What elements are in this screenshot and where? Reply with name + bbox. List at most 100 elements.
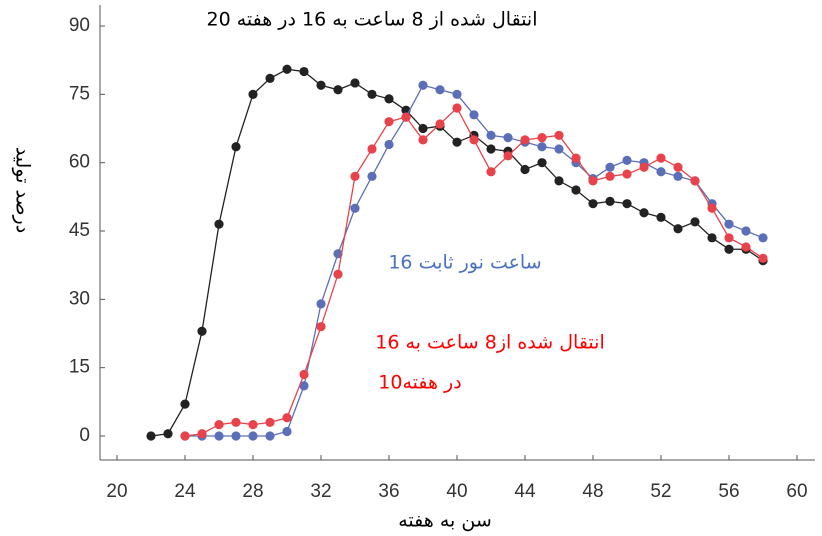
point xyxy=(350,171,360,181)
point xyxy=(316,322,326,332)
series-label: انتقال شده از8 ساعت به 16 xyxy=(375,332,604,354)
x-axis-label: سن به هفته xyxy=(398,510,492,532)
point xyxy=(707,203,717,213)
annotation-box xyxy=(360,232,635,296)
point xyxy=(248,431,258,441)
point xyxy=(231,417,241,427)
point xyxy=(146,431,156,441)
point xyxy=(333,85,343,95)
point xyxy=(299,381,309,391)
point xyxy=(282,64,292,74)
y-tick-label: 75 xyxy=(69,83,90,104)
point xyxy=(486,130,496,140)
point xyxy=(418,123,428,134)
y-tick-label: 60 xyxy=(69,152,90,173)
point xyxy=(367,171,377,181)
point xyxy=(231,142,241,152)
point xyxy=(265,417,275,427)
y-axis-label: درصد تولید xyxy=(12,147,34,233)
point xyxy=(520,164,530,175)
point xyxy=(554,130,564,140)
point xyxy=(588,199,598,209)
point xyxy=(724,219,734,229)
point xyxy=(214,431,224,441)
point xyxy=(248,420,258,430)
point xyxy=(384,94,394,104)
point xyxy=(469,110,479,120)
point xyxy=(265,431,275,441)
x-label-box xyxy=(330,505,560,536)
point xyxy=(741,226,751,236)
point xyxy=(690,176,700,186)
point xyxy=(486,144,496,154)
point xyxy=(520,135,530,145)
point xyxy=(214,420,224,430)
point xyxy=(673,162,683,172)
point xyxy=(639,162,649,172)
point xyxy=(622,155,632,165)
point xyxy=(707,233,717,243)
point xyxy=(299,66,309,77)
annotation-box xyxy=(140,0,605,62)
point xyxy=(571,185,581,195)
point xyxy=(384,139,394,150)
point xyxy=(282,413,292,423)
point xyxy=(588,176,598,186)
point xyxy=(333,269,343,279)
point xyxy=(741,242,751,252)
point xyxy=(469,135,479,145)
point xyxy=(486,167,496,177)
point xyxy=(690,217,700,227)
x-tick-label: 28 xyxy=(242,481,263,502)
x-tick-label: 40 xyxy=(446,481,467,502)
point xyxy=(316,80,326,90)
point xyxy=(248,89,258,99)
point xyxy=(299,369,309,380)
point xyxy=(316,299,326,309)
series-label: 16 ساعت نور ثابت xyxy=(388,252,541,274)
point xyxy=(180,431,190,441)
series-label: انتقال شده از 8 ساعت به 16 در هفته 20 xyxy=(206,9,537,31)
point xyxy=(571,153,581,163)
point xyxy=(452,89,462,99)
point xyxy=(452,103,462,113)
x-tick-label: 60 xyxy=(786,481,807,502)
point xyxy=(350,78,360,88)
point xyxy=(367,89,377,99)
point xyxy=(639,208,649,218)
x-tick-label: 24 xyxy=(174,481,196,502)
point xyxy=(231,431,241,441)
point xyxy=(503,151,513,161)
point xyxy=(758,253,768,263)
x-tick-label: 36 xyxy=(378,481,399,502)
point xyxy=(622,199,632,209)
point xyxy=(656,212,666,222)
y-tick-label: 0 xyxy=(79,425,90,446)
point xyxy=(622,169,632,179)
series-label: در هفته10 xyxy=(378,372,461,394)
point xyxy=(401,112,411,122)
point xyxy=(418,135,428,145)
point xyxy=(673,224,683,234)
point xyxy=(197,326,207,336)
x-tick-label: 44 xyxy=(514,481,536,502)
point xyxy=(724,233,734,243)
point xyxy=(724,244,734,254)
point xyxy=(605,196,615,206)
point xyxy=(673,171,683,181)
point xyxy=(384,117,394,127)
point xyxy=(605,171,615,181)
y-tick-label: 30 xyxy=(69,288,90,309)
point xyxy=(656,167,666,177)
point xyxy=(554,144,564,154)
x-tick-label: 48 xyxy=(582,481,603,502)
point xyxy=(163,429,173,439)
point xyxy=(537,142,547,152)
point xyxy=(537,158,547,168)
point xyxy=(503,133,513,143)
point xyxy=(656,153,666,163)
point xyxy=(265,73,275,83)
point xyxy=(197,429,207,439)
point xyxy=(418,80,428,90)
